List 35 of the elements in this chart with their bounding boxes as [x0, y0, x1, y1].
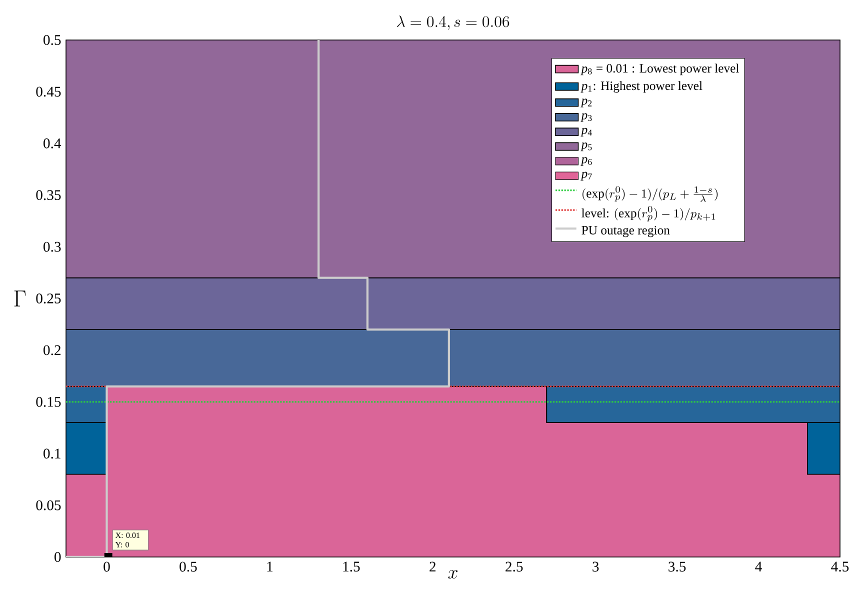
y-tick-label: 0 [54, 552, 61, 562]
x-tick-label: 4.5 [831, 562, 849, 572]
legend-label: p$_{7}$ [580, 172, 592, 180]
y-tick-label: 0.4 [44, 138, 62, 148]
x-tick-label: 1 [267, 562, 272, 572]
legend-label: p$_{6}$ [580, 157, 592, 166]
chart-title: $\lambda = 0.4, s = 0.06$ [397, 16, 510, 30]
legend-label: p$_{5}$ [580, 142, 592, 152]
y-tick-label: 0.1 [44, 448, 60, 459]
y-axis-title: $\Gamma$ [14, 290, 26, 306]
y-tick-label: 0.25 [36, 294, 61, 304]
x-tick-label: 2.5 [506, 562, 523, 572]
legend-label: p$_{2}$ [580, 98, 592, 108]
y-tick-label: 0.35 [36, 190, 61, 200]
x-axis-title: $x$ [448, 570, 458, 579]
legend-label: $(\exp(r_p^0)-1)/(p_L+\frac{1-s}{\lambda})$ [582, 186, 718, 202]
legend-label: $\mbox{level: }(\exp(r_p^0)-1)/p_{k+1}$ [582, 206, 716, 222]
x-tick-label: 2 [430, 562, 436, 572]
x-tick-label: 0 [104, 562, 110, 572]
legend-label: $\mbox{PU outage region}$ [582, 226, 670, 238]
y-tick-label: 0.2 [44, 345, 60, 356]
y-tick-label: 0.15 [36, 396, 61, 407]
y-tick-label: 0.3 [44, 242, 61, 252]
y-tick-label: 0.5 [44, 35, 61, 45]
x-tick-label: 1.5 [343, 562, 360, 572]
legend-label: p$_{3}$ [580, 113, 592, 122]
y-tick-label: 0.45 [36, 86, 61, 97]
legend-label: p$_{8}$ = 0.01 : Lowest power level [580, 64, 739, 76]
x-tick-label: 4 [755, 562, 762, 572]
x-tick-label: 3 [592, 562, 599, 572]
y-tick-label: 0.05 [36, 500, 61, 510]
legend-label: p$_{1}$: Highest power level [580, 81, 702, 93]
x-tick-label: 3.5 [668, 562, 686, 572]
x-tick-label: 0.5 [180, 562, 197, 572]
legend-label: p$_{4}$ [580, 128, 592, 137]
